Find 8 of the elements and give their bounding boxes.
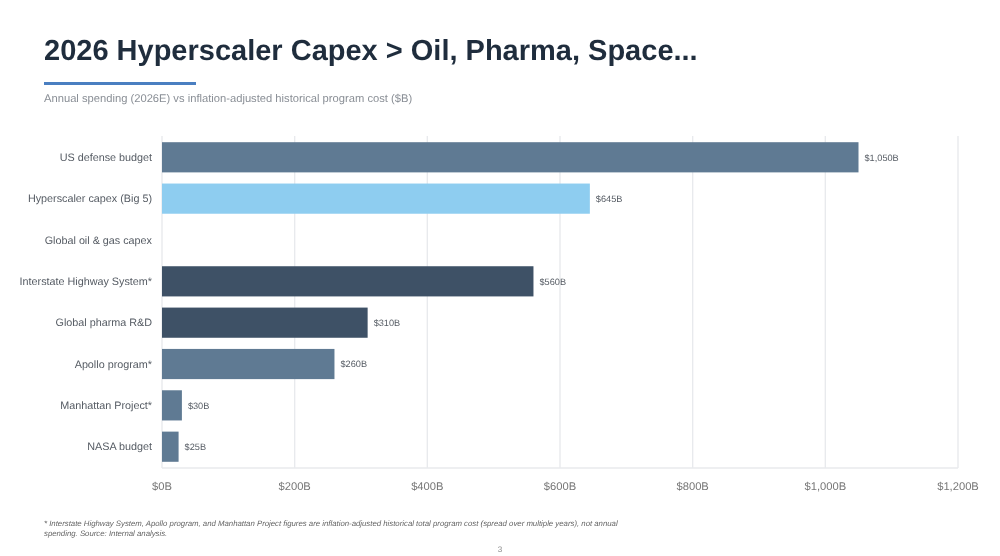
bar <box>162 431 179 462</box>
bar <box>162 348 335 380</box>
bar <box>162 142 859 173</box>
bar <box>162 390 182 421</box>
bar <box>162 307 368 338</box>
chart-title: 2026 Hyperscaler Capex > Oil, Pharma, Space... <box>44 36 698 68</box>
bar <box>162 183 590 214</box>
bar <box>162 266 534 297</box>
